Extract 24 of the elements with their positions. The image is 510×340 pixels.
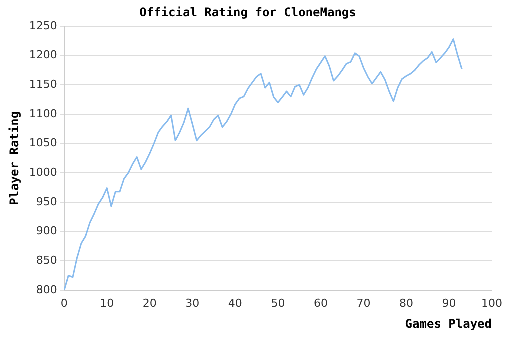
x-tick-label: 50: [271, 296, 286, 310]
y-tick-label: 800: [36, 283, 58, 296]
x-tick-label: 30: [186, 296, 200, 310]
x-tick-label: 20: [142, 296, 157, 310]
chart-title: Official Rating for CloneMangs: [140, 5, 356, 20]
x-tick-label: 70: [356, 296, 371, 310]
x-tick-label: 90: [442, 296, 456, 310]
y-tick-label: 1000: [29, 166, 58, 179]
y-tick-label: 1050: [29, 136, 58, 150]
x-tick-label: 100: [482, 296, 502, 310]
y-tick-label: 950: [36, 195, 58, 208]
y-tick-label: 1200: [29, 48, 58, 62]
y-tick-label: 900: [36, 224, 58, 238]
x-axis-title: Games Played: [405, 316, 492, 331]
y-axis-title: Player Rating: [7, 111, 22, 206]
x-tick-label: 40: [228, 296, 242, 310]
y-tick-label: 1250: [29, 19, 58, 32]
y-tick-label: 850: [36, 254, 58, 267]
x-tick-label: 60: [314, 296, 328, 310]
x-tick-label: 80: [399, 296, 414, 310]
y-tick-label: 1100: [29, 107, 58, 120]
x-tick-label: 10: [100, 296, 114, 310]
x-tick-label: 0: [60, 296, 68, 310]
y-tick-label: 1150: [29, 78, 58, 91]
